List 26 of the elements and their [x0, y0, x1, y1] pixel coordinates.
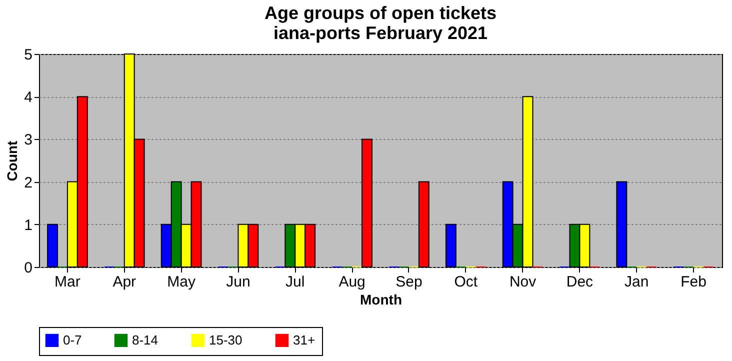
x-tick-label: Nov — [509, 274, 537, 290]
y-tick-label: 3 — [24, 132, 32, 149]
y-tick-label: 2 — [24, 174, 32, 192]
x-tick-label: Mar — [54, 274, 80, 290]
y-axis-title: Count — [4, 140, 20, 182]
x-tick-label: May — [167, 274, 196, 290]
x-axis-title: Month — [360, 292, 402, 308]
x-tick-label: Feb — [680, 274, 706, 290]
y-tick-label: 1 — [24, 216, 32, 234]
x-tick-label: Jan — [624, 274, 649, 290]
legend-label: 15-30 — [209, 332, 242, 348]
legend-label: 0-7 — [63, 332, 82, 348]
legend-label: 8-14 — [132, 332, 158, 348]
x-tick-label: Oct — [454, 274, 478, 290]
legend-label: 31+ — [293, 332, 316, 348]
y-tick-label: 0 — [24, 260, 32, 276]
y-tick-label: 4 — [24, 89, 32, 106]
x-tick-label: Jun — [226, 274, 250, 290]
x-tick-label: Dec — [566, 274, 594, 290]
chart-subtitle: iana-ports February 2021 — [273, 23, 488, 43]
x-tick-label: Aug — [338, 274, 366, 290]
x-tick-label: Sep — [396, 274, 422, 290]
chart-title: Age groups of open tickets — [264, 3, 497, 23]
x-tick-label: Apr — [112, 274, 136, 290]
y-tick-label: 5 — [24, 46, 32, 64]
x-tick-label: Jul — [286, 274, 305, 290]
